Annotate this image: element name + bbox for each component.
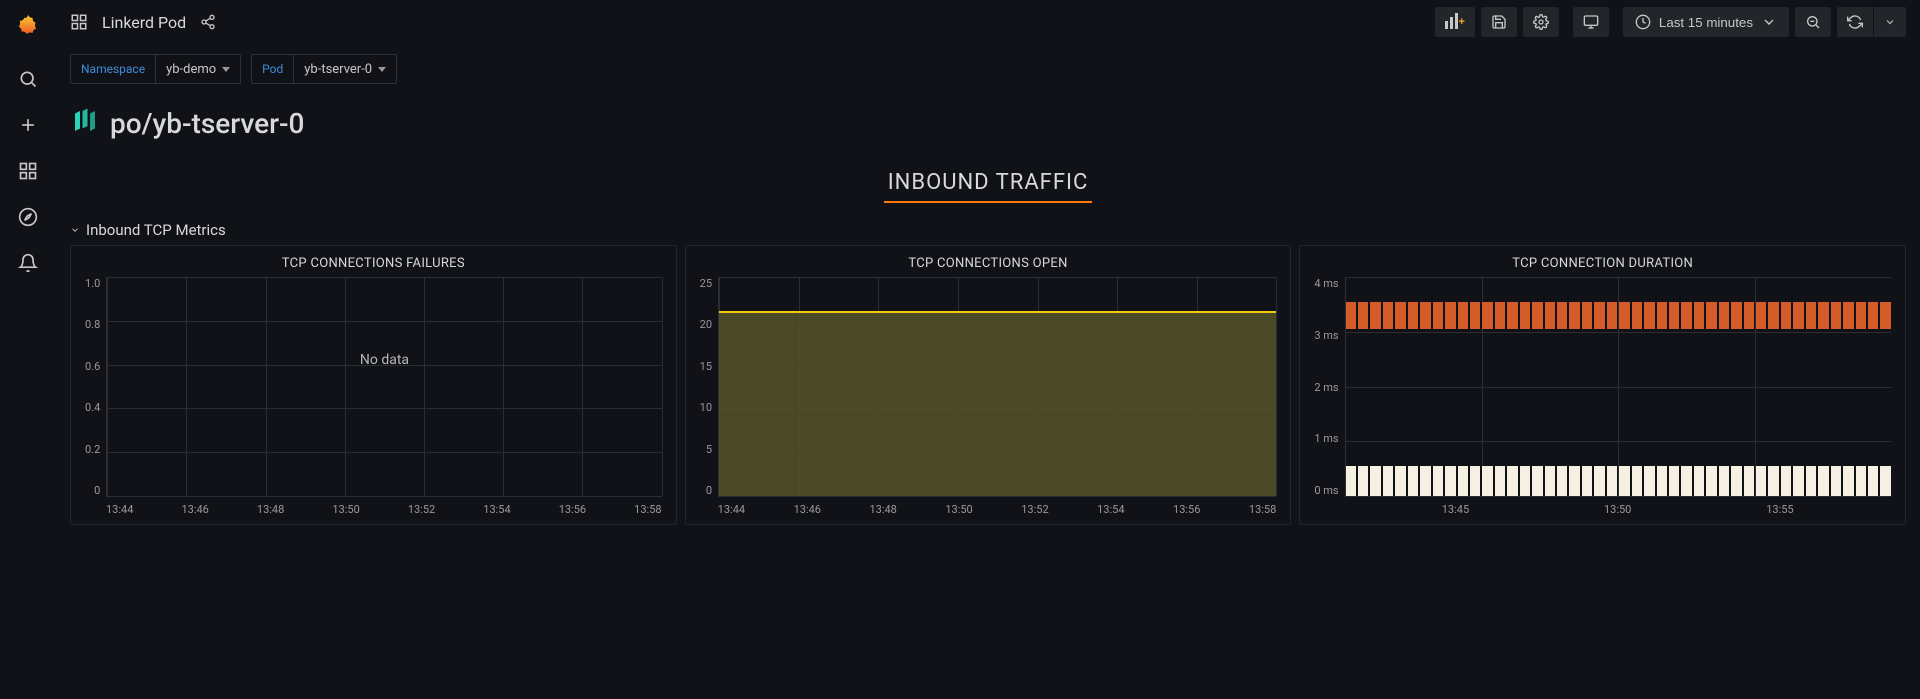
chart: 4 ms3 ms2 ms1 ms0 ms	[1314, 277, 1891, 497]
refresh-interval-button[interactable]	[1873, 7, 1906, 37]
topbar: Linkerd Pod + Last 15 minutes	[56, 0, 1920, 44]
var-pod-select[interactable]: yb-tserver-0	[293, 55, 396, 83]
no-data-text: No data	[360, 352, 409, 368]
panel-tcp-failures[interactable]: TCP CONNECTIONS FAILURES 1.00.80.60.40.2…	[70, 245, 677, 525]
time-range-label: Last 15 minutes	[1659, 15, 1753, 30]
dashboard-nav-icon[interactable]	[70, 13, 88, 31]
row-title: Inbound TCP Metrics	[86, 221, 226, 239]
var-namespace-value: yb-demo	[166, 62, 216, 77]
tv-mode-button[interactable]	[1573, 7, 1609, 37]
panel-tcp-duration[interactable]: TCP CONNECTION DURATION 4 ms3 ms2 ms1 ms…	[1299, 245, 1906, 525]
plot-area	[1345, 277, 1891, 497]
x-axis: 13:4413:4613:4813:5013:5213:5413:5613:58	[718, 497, 1277, 516]
page-title: po/yb-tserver-0	[110, 107, 304, 140]
main-content: Linkerd Pod + Last 15 minutes	[56, 0, 1920, 699]
var-namespace-select[interactable]: yb-demo	[155, 55, 240, 83]
page-heading: po/yb-tserver-0	[56, 88, 1920, 148]
var-namespace: Namespace yb-demo	[70, 54, 241, 84]
panel-title: TCP CONNECTIONS OPEN	[700, 256, 1277, 271]
zoom-out-button[interactable]	[1795, 7, 1831, 37]
plot-area	[718, 277, 1276, 497]
add-panel-button[interactable]: +	[1435, 7, 1474, 37]
section-title-text: INBOUND TRAFFIC	[884, 170, 1093, 203]
grafana-logo[interactable]	[14, 12, 42, 44]
dashboard-settings-button[interactable]	[1523, 7, 1559, 37]
alerting-icon[interactable]	[17, 252, 39, 274]
linkerd-icon	[70, 106, 100, 140]
y-axis: 1.00.80.60.40.20	[85, 277, 106, 497]
row-inbound-tcp[interactable]: Inbound TCP Metrics	[56, 211, 1920, 245]
refresh-button-group	[1837, 7, 1906, 37]
var-pod-label: Pod	[252, 55, 293, 83]
dashboard-title[interactable]: Linkerd Pod	[102, 13, 186, 32]
chevron-down-icon	[222, 67, 230, 72]
variable-row: Namespace yb-demo Pod yb-tserver-0	[56, 44, 1920, 88]
time-range-button[interactable]: Last 15 minutes	[1623, 7, 1789, 37]
panel-title: TCP CONNECTION DURATION	[1314, 256, 1891, 271]
x-axis: 13:4513:5013:55	[1344, 497, 1891, 516]
plot-area: No data	[106, 277, 661, 497]
panel-tcp-open[interactable]: TCP CONNECTIONS OPEN 2520151050 13:4413:…	[685, 245, 1292, 525]
chart: 2520151050	[700, 277, 1277, 497]
search-icon[interactable]	[17, 68, 39, 90]
y-axis: 2520151050	[700, 277, 718, 497]
chevron-down-icon	[70, 224, 80, 236]
share-icon[interactable]	[200, 14, 216, 30]
panel-row: TCP CONNECTIONS FAILURES 1.00.80.60.40.2…	[56, 245, 1920, 539]
explore-icon[interactable]	[17, 206, 39, 228]
dashboards-icon[interactable]	[17, 160, 39, 182]
var-namespace-label: Namespace	[71, 55, 155, 83]
chevron-down-icon	[378, 67, 386, 72]
create-icon[interactable]	[17, 114, 39, 136]
save-dashboard-button[interactable]	[1481, 7, 1517, 37]
side-nav	[0, 0, 56, 699]
chart: 1.00.80.60.40.20 No data	[85, 277, 662, 497]
y-axis: 4 ms3 ms2 ms1 ms0 ms	[1314, 277, 1344, 497]
var-pod-value: yb-tserver-0	[304, 62, 372, 77]
section-inbound-traffic: INBOUND TRAFFIC	[56, 170, 1920, 203]
refresh-button[interactable]	[1837, 7, 1873, 37]
var-pod: Pod yb-tserver-0	[251, 54, 397, 84]
x-axis: 13:4413:4613:4813:5013:5213:5413:5613:58	[106, 497, 662, 516]
panel-title: TCP CONNECTIONS FAILURES	[85, 256, 662, 271]
